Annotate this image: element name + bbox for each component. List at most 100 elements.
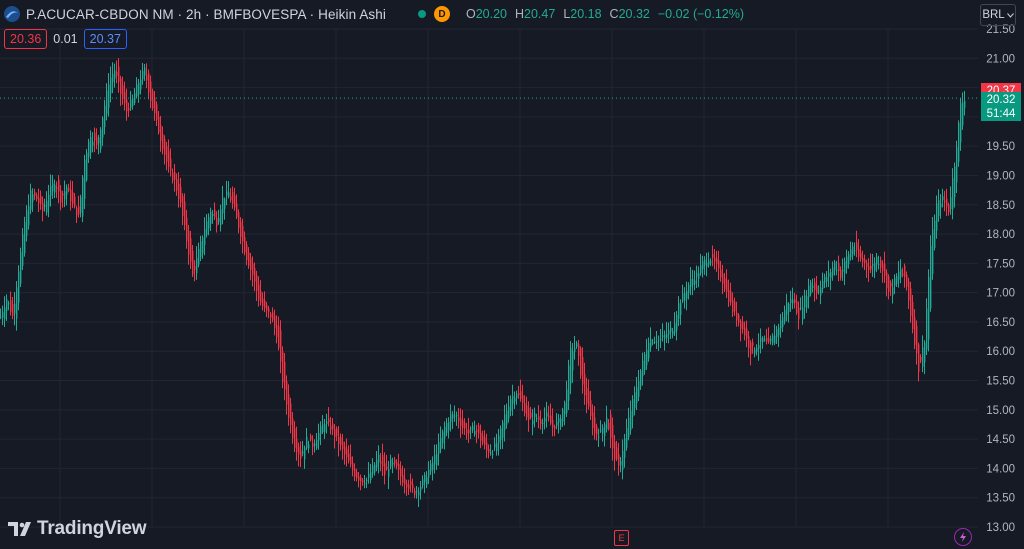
candle-body (472, 426, 474, 430)
candle-body (428, 469, 430, 478)
buy-button[interactable]: 20.37 (83, 29, 127, 49)
candle-body (136, 84, 138, 97)
candle-body (408, 484, 410, 489)
data-delay-badge[interactable]: D (433, 6, 450, 22)
candle-body (346, 449, 348, 457)
candle-body (32, 194, 34, 203)
candle-body (388, 469, 390, 478)
candle-body (622, 450, 624, 471)
sell-button[interactable]: 20.36 (4, 29, 48, 49)
candle-body (688, 284, 690, 293)
candle-body (138, 82, 140, 95)
candle-body (224, 199, 226, 210)
candle-body (16, 287, 18, 319)
candle-body (530, 413, 532, 417)
bar-countdown-label: 51:44 (981, 106, 1021, 122)
candle-body (4, 307, 6, 320)
candle-body (864, 259, 866, 264)
candle-body (206, 221, 208, 236)
candle-body (186, 217, 188, 242)
candle-body (712, 254, 714, 258)
candle-body (660, 338, 662, 340)
candle-body (38, 197, 40, 204)
candle-body (714, 257, 716, 262)
lightning-icon[interactable] (954, 528, 972, 546)
tradingview-logo[interactable]: TradingView (8, 518, 147, 540)
candle-body (500, 428, 502, 441)
candle-body (94, 132, 96, 141)
candle-body (928, 277, 930, 340)
candle-body (494, 443, 496, 448)
candle-body (242, 226, 244, 242)
candle-body (336, 428, 338, 436)
candle-body (148, 72, 150, 93)
candle-body (760, 338, 762, 342)
candle-body (466, 429, 468, 434)
candle-body (730, 290, 732, 303)
candle-body (220, 209, 222, 226)
candle-body (674, 323, 676, 333)
candle-body (804, 295, 806, 308)
candle-body (198, 249, 200, 265)
candle-body (50, 185, 52, 196)
earnings-marker-icon[interactable]: E (614, 530, 629, 546)
candle-body (604, 424, 606, 437)
price-tick-label: 21.50 (986, 24, 1015, 36)
candle-body (414, 490, 416, 495)
candle-body (838, 263, 840, 272)
candle-body (788, 304, 790, 312)
candle-body (844, 261, 846, 274)
candle-body (502, 422, 504, 438)
candle-body (946, 198, 948, 207)
candle-body (262, 298, 264, 307)
candle-body (818, 290, 820, 292)
candle-body (964, 100, 966, 108)
candle-body (574, 347, 576, 352)
market-status-icon[interactable] (417, 10, 426, 18)
candle-body (280, 330, 282, 362)
candle-body (248, 252, 250, 267)
candle-body (744, 327, 746, 336)
candle-body (440, 437, 442, 450)
symbol-logo-icon[interactable] (4, 6, 20, 22)
candle-body (912, 301, 914, 330)
symbol-title[interactable]: P.ACUCAR-CBDON NM · 2h · BMFBOVESPA · He… (26, 6, 386, 22)
candle-body (200, 241, 202, 257)
candle-body (460, 418, 462, 427)
candle-body (202, 237, 204, 254)
candle-body (256, 275, 258, 291)
candle-body (914, 317, 916, 345)
candle-body (42, 202, 44, 211)
candle-body (78, 206, 80, 215)
candle-body (684, 292, 686, 301)
candle-body (112, 74, 114, 83)
candle-body (366, 480, 368, 482)
candle-body (108, 84, 110, 108)
candle-body (640, 370, 642, 387)
candle-body (570, 348, 572, 384)
candle-body (776, 329, 778, 337)
currency-selector[interactable]: BRL (980, 4, 1016, 26)
candle-body (286, 381, 288, 405)
candle-body (808, 285, 810, 298)
candle-body (68, 188, 70, 191)
candle-body (796, 301, 798, 313)
candle-body (508, 406, 510, 419)
candle-body (154, 97, 156, 114)
candle-body (166, 146, 168, 162)
candle-body (26, 210, 28, 237)
close-value: 20.32 (618, 7, 650, 21)
candle-body (24, 222, 26, 254)
candle-body (766, 337, 768, 342)
candle-body (402, 475, 404, 483)
candle-body (14, 303, 16, 314)
candle-body (598, 436, 600, 438)
candle-body (448, 422, 450, 430)
candle-body (406, 483, 408, 488)
price-axis[interactable]: 21.50 21.00 19.50 19.00 18.50 18.00 17.50 17.00… (986, 24, 1015, 534)
candle-body (554, 426, 556, 429)
candle-body (270, 313, 272, 318)
candle-body (236, 203, 238, 218)
candle-body (56, 187, 58, 190)
